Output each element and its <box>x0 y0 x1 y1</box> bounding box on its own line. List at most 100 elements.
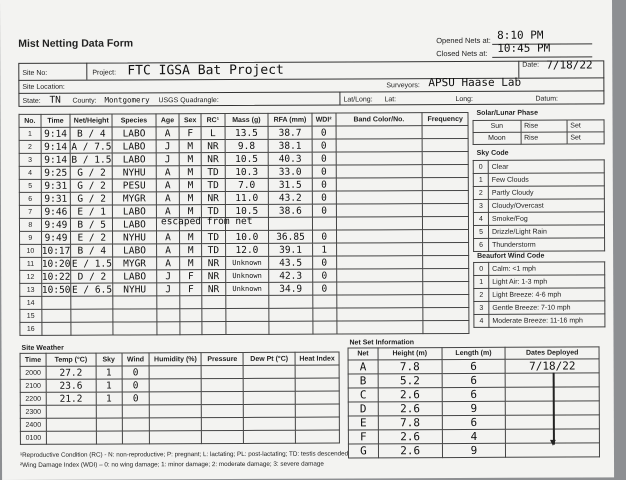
beaufort-row: 2 Light Breeze: 4-6 mph <box>473 287 605 302</box>
weather-cell <box>243 430 296 444</box>
capture-cell <box>268 217 313 231</box>
footnote-rc: ¹Reproductive Condition (RC) - N: non-re… <box>19 450 349 459</box>
closed-nets-value: 10:45 PM <box>497 41 551 55</box>
weather-header: Heat Index <box>295 352 340 366</box>
capture-cell: 33.0 <box>268 165 313 179</box>
capture-cell <box>423 294 469 308</box>
capture-cell <box>71 296 114 310</box>
capture-cell: MYGR <box>112 256 157 271</box>
sky-code-cell: 4 <box>473 212 489 226</box>
capture-cell <box>423 320 469 334</box>
weather-cell <box>149 365 202 379</box>
net-cell: 6 <box>441 373 506 388</box>
capture-cell: 7.0 <box>224 178 269 192</box>
capture-cell: 0 <box>312 178 336 192</box>
capture-cell <box>335 125 423 140</box>
capture-cell: 31.5 <box>268 178 313 192</box>
capture-cell: M <box>179 243 202 257</box>
weather-cell <box>96 417 122 432</box>
capture-cell <box>225 295 269 309</box>
footnote-wdi: ²Wing Damage Index (WDI) – 0: no wing da… <box>20 460 324 469</box>
capture-cell <box>71 309 114 323</box>
net-cell: 2.6 <box>378 387 442 402</box>
capture-cell: J <box>155 139 180 153</box>
weather-cell: 2200 <box>20 392 47 406</box>
capture-cell: M <box>179 165 202 179</box>
net-cell: 6 <box>441 415 506 430</box>
capture-cell: L <box>201 126 225 140</box>
capture-cell <box>336 229 423 244</box>
net-header: Net <box>348 347 378 360</box>
capture-cell: 13 <box>19 283 42 297</box>
capture-cell: F <box>180 282 202 296</box>
capture-header: Mass (g) <box>224 113 269 127</box>
sky-code-row: 3 Cloudy/Overcast <box>473 198 605 213</box>
capture-cell: 10:20 <box>41 257 71 271</box>
capture-row: 16 <box>19 320 469 336</box>
capture-cell: NR <box>201 139 225 153</box>
weather-cell <box>95 404 122 419</box>
datum-label: Datum: <box>535 95 559 103</box>
capture-cell: J <box>156 269 181 283</box>
capture-cell: 0 <box>311 165 336 179</box>
weather-cell <box>201 391 244 405</box>
capture-cell: M <box>179 139 202 153</box>
capture-cell <box>225 308 270 322</box>
beaufort-cell: Calm: <1 mph <box>488 261 605 276</box>
beaufort-cell: 3 <box>473 301 489 315</box>
capture-cell: 9:49 <box>41 231 71 245</box>
beaufort-cell: Light Breeze: 4-6 mph <box>488 287 605 302</box>
beaufort-row: 4 Moderate Breeze: 11-16 mph <box>473 313 605 328</box>
capture-cell <box>268 295 313 309</box>
capture-cell: G / 2 <box>70 192 113 206</box>
capture-cell: LABO <box>112 217 157 232</box>
capture-cell: 9:49 <box>41 218 71 232</box>
capture-cell: A <box>156 256 180 270</box>
date-label: Date: <box>522 61 540 69</box>
capture-cell: 9.8 <box>224 139 269 153</box>
sky-code-row: 4 Smoke/Fog <box>473 211 605 226</box>
sky-code-row: 0 Clear <box>473 159 605 174</box>
weather-cell <box>46 418 97 432</box>
capture-cell <box>422 229 469 243</box>
capture-cell: E / 1.5 <box>70 257 113 271</box>
capture-cell <box>156 295 181 309</box>
net-cell: C <box>348 387 379 402</box>
capture-cell <box>423 307 469 321</box>
site-no-label: Site No: <box>22 69 48 77</box>
capture-cell <box>422 151 469 165</box>
beaufort-table: 0 Calm: <1 mph 1 Light Air: 1-3 mph 2 Light B… <box>473 261 605 328</box>
capture-cell: 10:22 <box>41 270 72 284</box>
weather-cell <box>295 391 340 405</box>
weather-cell <box>149 417 202 431</box>
capture-cell: Unknown <box>225 282 269 296</box>
beaufort-cell: 4 <box>473 314 489 328</box>
capture-cell: 13.5 <box>224 126 269 140</box>
solar-cell: Rise <box>520 120 567 133</box>
county-value: Montgomery <box>104 95 150 105</box>
beaufort-row: 0 Calm: <1 mph <box>473 261 605 276</box>
net-cell: 6 <box>441 359 506 374</box>
capture-cell: 5 <box>19 179 41 193</box>
long-label: Long: <box>455 95 473 104</box>
capture-cell: 10:17 <box>41 244 71 258</box>
capture-cell: 16 <box>19 322 42 336</box>
weather-cell <box>201 417 244 431</box>
capture-cell <box>422 242 469 256</box>
capture-header: Band Color/No. <box>335 112 423 127</box>
capture-cell <box>422 281 469 295</box>
capture-cell: 11 <box>19 257 42 271</box>
capture-cell <box>41 309 72 323</box>
capture-cell <box>335 164 423 179</box>
capture-cell: 10.5 <box>224 152 269 166</box>
capture-cell: J <box>155 152 180 166</box>
capture-cell: 2 <box>19 140 41 154</box>
form-title: Mist Netting Data Form <box>18 37 134 50</box>
capture-cell <box>422 203 469 217</box>
capture-cell <box>422 190 469 204</box>
weather-cell <box>149 404 202 418</box>
capture-header: Sex <box>179 113 202 127</box>
capture-header: RC¹ <box>200 113 225 127</box>
capture-cell: 15 <box>19 309 42 323</box>
